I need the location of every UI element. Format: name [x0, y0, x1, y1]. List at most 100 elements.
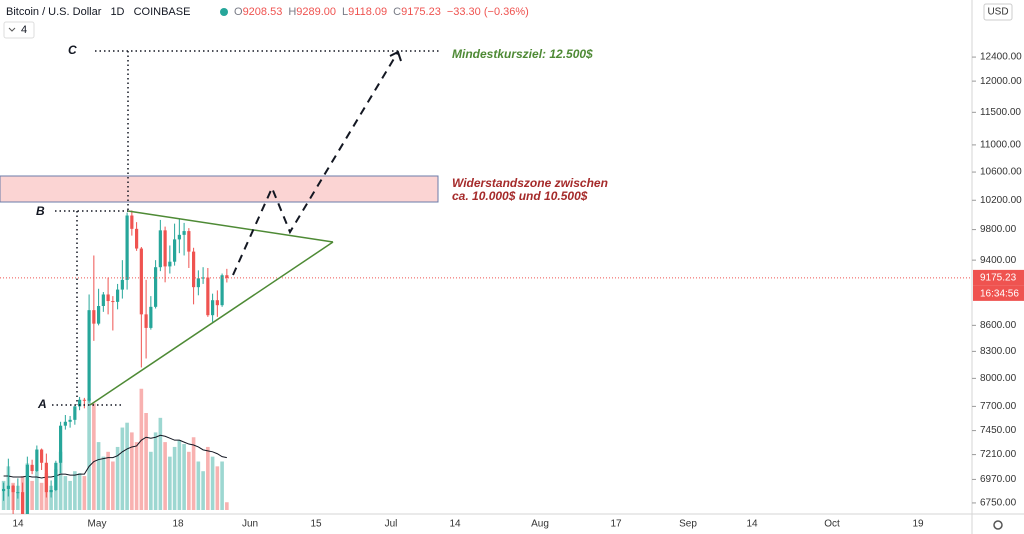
- volume-bar: [73, 471, 77, 510]
- volume-bar: [182, 444, 186, 510]
- candle-body: [149, 306, 153, 328]
- currency-button[interactable]: [983, 3, 1013, 21]
- candle-body: [87, 310, 91, 401]
- volume-bar: [120, 427, 125, 510]
- y-tick-label: 11000.00: [980, 140, 1021, 151]
- ohlc-value: 9118.09: [348, 6, 387, 18]
- legend: Bitcoin / U.S. Dollar 1D COINBASE: [6, 6, 190, 18]
- x-tick-label: 17: [610, 519, 622, 530]
- y-tick-label: 10200.00: [980, 195, 1022, 206]
- candle-body: [116, 289, 120, 302]
- x-tick-label: Oct: [824, 519, 840, 530]
- candle-body: [173, 239, 177, 262]
- volume-bar: [106, 451, 110, 510]
- candle-body: [92, 310, 96, 324]
- candle-body: [35, 449, 39, 472]
- candle-body: [78, 399, 82, 407]
- candle-body: [187, 231, 191, 252]
- ohlc-value: 9289.00: [296, 6, 336, 18]
- x-tick-label: 14: [12, 519, 24, 530]
- zone-note: ca. 10.000$ und 10.500$: [452, 189, 588, 203]
- volume-bar: [82, 476, 87, 510]
- triangle-line: [89, 241, 334, 406]
- interval: 1D: [110, 6, 124, 18]
- volume-bar: [39, 482, 44, 510]
- settings-icon[interactable]: [993, 520, 1003, 530]
- ohlc-key: C: [393, 6, 401, 18]
- x-tick-label: 15: [310, 519, 322, 530]
- x-tick-label: 19: [912, 519, 924, 530]
- y-tick-label: 7450.00: [980, 425, 1017, 436]
- candle-body: [196, 278, 200, 288]
- volume-bar: [215, 466, 220, 510]
- volume-bar: [144, 413, 148, 510]
- y-tick-label: 9800.00: [980, 224, 1017, 235]
- volume-bar: [35, 471, 39, 510]
- candle-body: [158, 230, 162, 268]
- volume-bar: [187, 451, 191, 510]
- candle-body: [54, 462, 58, 491]
- candle-body: [30, 464, 34, 472]
- y-tick-label: 8000.00: [980, 373, 1017, 384]
- y-tick-label: 8600.00: [980, 320, 1017, 331]
- y-tick-label: 9400.00: [980, 255, 1017, 266]
- currency: USD: [987, 7, 1008, 18]
- y-tick-label: 12000.00: [980, 76, 1022, 87]
- volume-bar: [92, 403, 96, 510]
- ohlc-value: 9175.23: [401, 6, 441, 18]
- x-tick-label: Jul: [385, 519, 398, 530]
- plot: [0, 210, 972, 514]
- candle-body: [168, 261, 172, 267]
- candle-body: [144, 314, 148, 328]
- volume-bar: [125, 422, 129, 510]
- candle-body: [25, 464, 29, 514]
- volume-bar: [158, 417, 163, 510]
- candle-body: [192, 251, 196, 288]
- candle-body: [120, 279, 124, 290]
- change: −33.30 (−0.36%): [447, 6, 529, 18]
- price-label: 9175.23: [980, 273, 1017, 284]
- y-tick-label: 11500.00: [980, 107, 1021, 118]
- ohlc-key: O: [234, 6, 243, 18]
- volume-bar: [210, 456, 215, 510]
- x-tick-label: 14: [449, 519, 461, 530]
- volume-bar: [101, 456, 106, 510]
- countdown-tag: [973, 285, 1024, 301]
- volume-bar: [168, 456, 172, 510]
- candle-body: [111, 301, 115, 303]
- y-tick-label: 7210.00: [980, 449, 1017, 460]
- candle-body: [177, 234, 181, 240]
- x-tick-label: 14: [746, 519, 758, 530]
- volume-bar: [115, 446, 120, 510]
- volume-bar: [149, 451, 153, 510]
- candle-body: [49, 490, 53, 493]
- x-tick-label: Jun: [242, 519, 258, 530]
- candle-body: [215, 300, 219, 306]
- volume-bar: [191, 437, 196, 510]
- volume-ma: [3, 434, 227, 479]
- ohlc-key: H: [288, 6, 296, 18]
- candle-body: [82, 399, 86, 401]
- x-tick-label: May: [88, 519, 107, 530]
- pane-toggle[interactable]: [3, 21, 35, 39]
- volume-bar: [196, 461, 201, 510]
- candle-body: [163, 230, 167, 267]
- x-tick-label: Aug: [531, 519, 549, 530]
- candle-body: [154, 267, 158, 307]
- candle-body: [11, 485, 15, 493]
- zone-note: Widerstandszone zwischen: [452, 176, 608, 190]
- y-tick-label: 8300.00: [980, 346, 1017, 357]
- candle-body: [182, 231, 186, 235]
- candle-body: [44, 462, 48, 493]
- candle-body: [130, 215, 134, 229]
- candle-body: [220, 275, 224, 306]
- candle-body: [211, 300, 215, 316]
- chevron: [8, 27, 16, 32]
- ohlc-legend: O9208.53 H9289.00 L9118.09 C9175.23 −33.30 (…: [234, 6, 529, 18]
- volume-bar: [68, 480, 72, 510]
- symbol: Bitcoin / U.S. Dollar: [6, 6, 102, 18]
- candle-body: [106, 294, 110, 302]
- point-label: A: [37, 397, 47, 411]
